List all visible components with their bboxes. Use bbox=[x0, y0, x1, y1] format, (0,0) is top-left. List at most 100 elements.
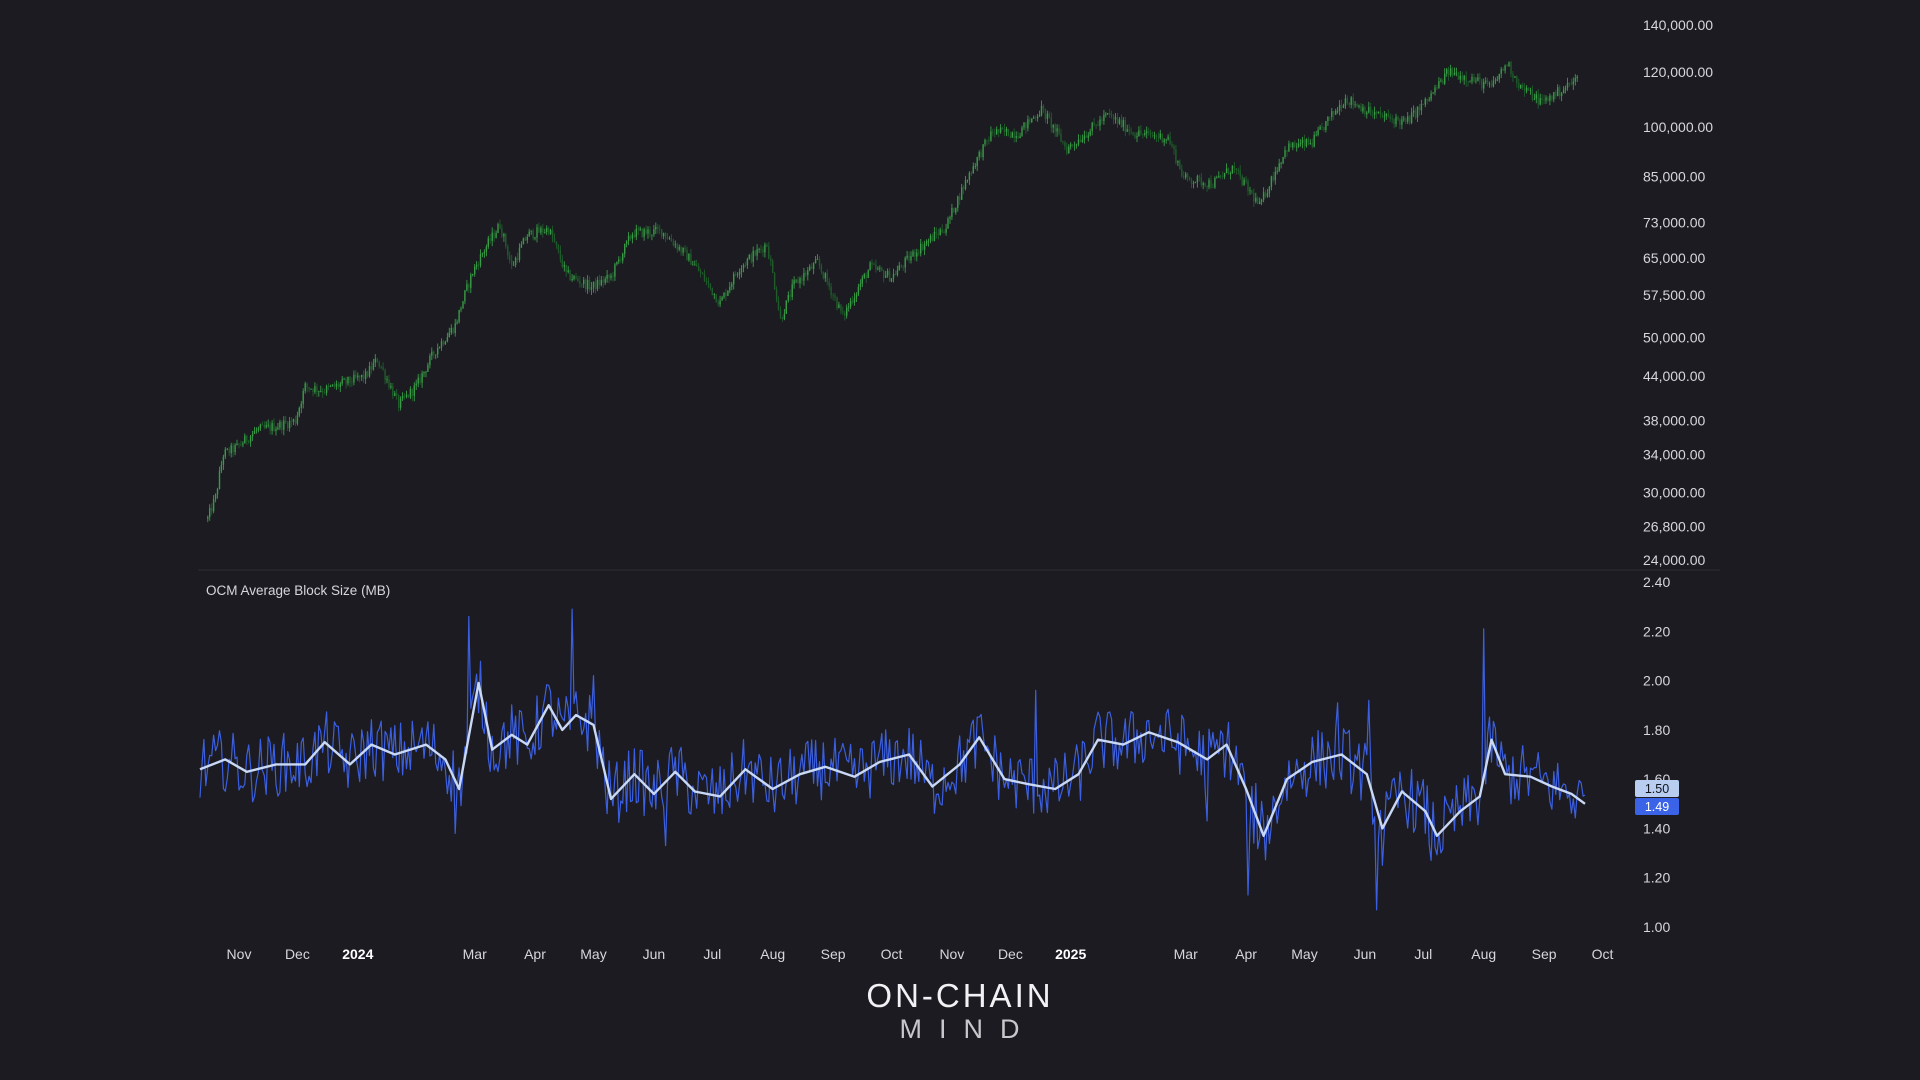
candle-body bbox=[1539, 98, 1541, 105]
candle-body bbox=[1360, 105, 1362, 112]
candle-body bbox=[785, 300, 787, 314]
candle-body bbox=[629, 236, 632, 239]
candle-body bbox=[534, 237, 536, 239]
candle-body bbox=[902, 266, 904, 268]
candle-body bbox=[670, 238, 673, 242]
candle-body bbox=[1555, 92, 1557, 97]
candle-body bbox=[699, 271, 702, 273]
candle-body bbox=[1541, 98, 1543, 100]
candle-body bbox=[1033, 117, 1035, 119]
candle-body bbox=[401, 395, 404, 399]
candle-body bbox=[795, 279, 797, 281]
candle-body bbox=[925, 241, 928, 245]
candle-body bbox=[1469, 81, 1471, 83]
candle-body bbox=[437, 348, 439, 355]
candle-body bbox=[661, 229, 663, 237]
candle-body bbox=[1420, 104, 1423, 111]
candle-body bbox=[1122, 120, 1124, 127]
candle-body bbox=[818, 259, 821, 266]
price-tick-label: 34,000.00 bbox=[1643, 446, 1705, 462]
candle-body bbox=[511, 260, 513, 266]
candle-body bbox=[462, 301, 464, 309]
candle-body bbox=[421, 373, 423, 383]
candle-body bbox=[1311, 143, 1313, 147]
candle-body bbox=[947, 218, 949, 229]
candle-body bbox=[561, 259, 563, 267]
candle-body bbox=[1042, 105, 1045, 109]
candle-body bbox=[1527, 87, 1530, 91]
candle-body bbox=[1161, 133, 1163, 143]
candle-body bbox=[1019, 136, 1021, 139]
candle-body bbox=[1183, 176, 1185, 178]
candle-body bbox=[1077, 139, 1080, 145]
candle-body bbox=[1512, 73, 1514, 78]
candle-body bbox=[1225, 168, 1228, 173]
time-tick-label: Jun bbox=[1354, 946, 1377, 962]
candle-body bbox=[984, 139, 986, 145]
candle-body bbox=[211, 508, 213, 512]
candle-body bbox=[1315, 134, 1317, 136]
candle-body bbox=[1344, 98, 1347, 106]
price-tick-label: 38,000.00 bbox=[1643, 413, 1705, 429]
candle-body bbox=[662, 232, 665, 237]
candle-body bbox=[271, 423, 273, 431]
candle-body bbox=[912, 251, 914, 257]
candle-body bbox=[234, 444, 236, 453]
candle-body bbox=[1453, 72, 1456, 76]
candle-body bbox=[972, 166, 974, 174]
candle-body bbox=[1438, 81, 1440, 89]
candle-body bbox=[1212, 187, 1214, 189]
candle-body bbox=[1416, 106, 1419, 118]
candle-body bbox=[491, 232, 493, 241]
candle-body bbox=[918, 252, 920, 254]
candle-body bbox=[867, 270, 869, 278]
candle-body bbox=[791, 284, 793, 297]
candle-body bbox=[1171, 144, 1173, 147]
candle-body bbox=[466, 284, 468, 291]
candle-body bbox=[1395, 116, 1397, 125]
candle-body bbox=[698, 266, 700, 272]
candle-body bbox=[505, 234, 507, 247]
candle-body bbox=[343, 379, 345, 380]
candle-body bbox=[353, 374, 355, 383]
candle-body bbox=[1492, 80, 1495, 87]
candle-body bbox=[885, 275, 887, 278]
candle-body bbox=[481, 253, 484, 255]
candle-body bbox=[230, 445, 232, 454]
price-tick-label: 85,000.00 bbox=[1643, 168, 1705, 184]
candle-body bbox=[456, 322, 458, 324]
candle-body bbox=[1391, 118, 1393, 120]
candle-body bbox=[1157, 137, 1160, 138]
candle-body bbox=[248, 441, 250, 443]
candle-body bbox=[1073, 144, 1076, 146]
candle-body bbox=[832, 295, 834, 296]
candle-body bbox=[376, 358, 378, 363]
candle-body bbox=[1066, 146, 1068, 154]
candle-body bbox=[1471, 77, 1473, 82]
candle-body bbox=[1434, 87, 1436, 93]
candle-body bbox=[888, 270, 891, 282]
candle-body bbox=[1451, 68, 1454, 76]
smoothed-value-badge bbox=[1635, 780, 1679, 797]
candle-body bbox=[557, 245, 560, 251]
candle-body bbox=[931, 235, 934, 241]
candle-body bbox=[403, 395, 406, 397]
candle-body bbox=[1494, 80, 1497, 82]
candle-body bbox=[487, 238, 489, 247]
candle-body bbox=[518, 247, 521, 260]
candle-body bbox=[760, 249, 762, 250]
candle-body bbox=[1481, 79, 1483, 89]
candle-body bbox=[1414, 110, 1417, 118]
candle-body bbox=[627, 236, 630, 241]
candle-body bbox=[703, 274, 706, 281]
candle-body bbox=[1510, 62, 1512, 74]
candle-body bbox=[1340, 104, 1343, 108]
candle-body bbox=[1317, 129, 1319, 135]
candle-body bbox=[996, 129, 998, 134]
indicator-pane: OCM Average Block Size (MB) 2.40 2.20 2.00… bbox=[199, 574, 1679, 935]
candle-body bbox=[1498, 73, 1500, 80]
candle-body bbox=[705, 281, 708, 282]
candle-body bbox=[1054, 124, 1056, 132]
candle-body bbox=[493, 232, 495, 238]
price-tick-label: 30,000.00 bbox=[1643, 484, 1705, 500]
